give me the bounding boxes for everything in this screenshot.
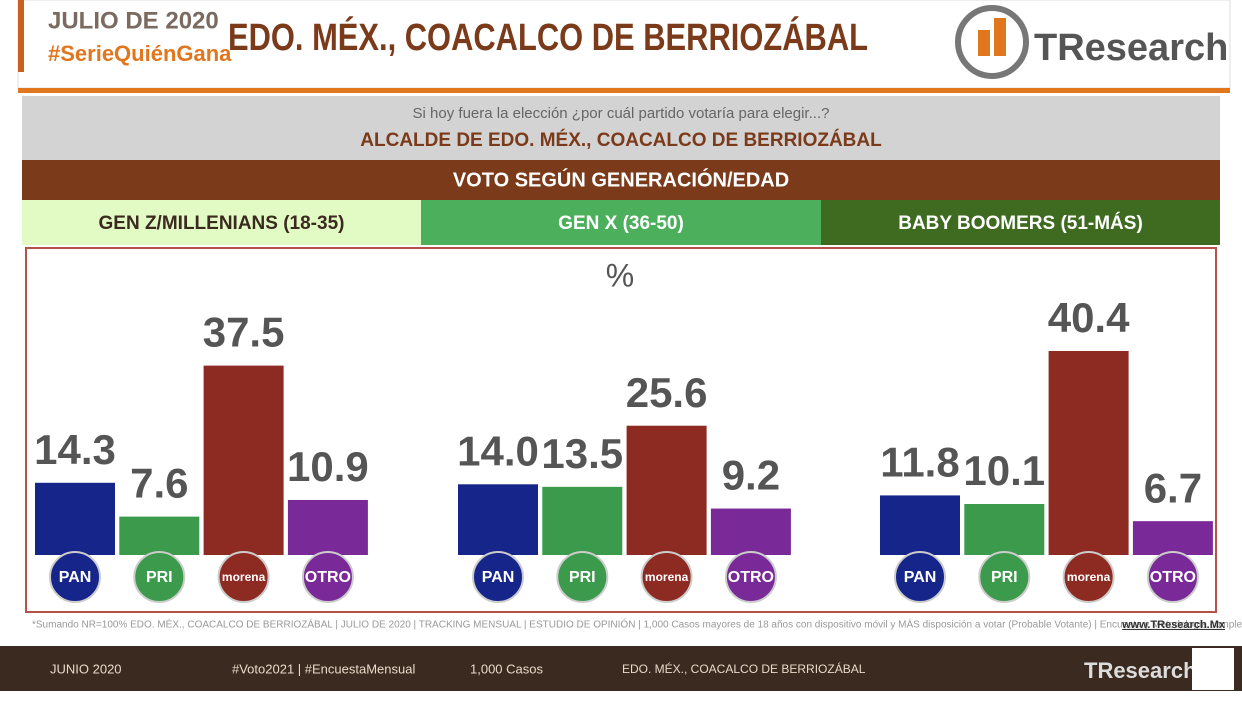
value-label: 10.1	[963, 447, 1045, 494]
party-logo	[978, 551, 1031, 603]
value-label: 14.0	[457, 427, 539, 474]
category-label: morena	[1067, 570, 1111, 584]
group-header	[421, 200, 821, 245]
note: *Sumando NR=100% EDO. MÉX., COACALCO DE …	[32, 618, 1242, 631]
category-label: OTRO	[305, 569, 351, 586]
party-logo	[724, 551, 777, 603]
logo-bar	[978, 30, 990, 56]
unit-label: %	[606, 257, 634, 293]
bar	[203, 365, 284, 555]
header-accent	[18, 0, 24, 72]
group-title: BABY BOOMERS (51-MÁS)	[898, 212, 1143, 234]
bar	[287, 499, 368, 555]
party-logo	[556, 551, 609, 603]
value-label: 37.5	[203, 309, 285, 356]
party-logo	[133, 551, 186, 603]
value-label: 6.7	[1144, 464, 1202, 511]
party-logo	[894, 551, 946, 603]
bar	[710, 508, 791, 555]
category-label: PAN	[904, 569, 937, 586]
group-title: GEN X (36-50)	[558, 213, 684, 234]
category-label: PRI	[569, 569, 596, 586]
value-label: 9.2	[722, 452, 780, 499]
bar	[119, 516, 200, 555]
footer-tags: #Voto2021 | #EncuestaMensual	[232, 661, 415, 676]
party-logo	[1146, 551, 1199, 603]
header-brand: TResearch	[1034, 27, 1228, 69]
party-logo	[1062, 551, 1115, 603]
party-logo	[301, 551, 354, 603]
group-header	[821, 200, 1220, 245]
value-label: 10.9	[287, 443, 369, 490]
logo-ring	[955, 5, 1029, 79]
value-label: 7.6	[130, 460, 188, 507]
header-hashtag: #SerieQuiénGana	[48, 41, 232, 66]
header-title: EDO. MÉX., COACALCO DE BERRIOZÁBAL	[228, 15, 868, 59]
footer-month: JUNIO 2020	[50, 661, 122, 676]
question-band	[22, 96, 1220, 160]
category-label: PRI	[146, 569, 173, 586]
category-label: PAN	[59, 569, 92, 586]
group-title: GEN Z/MILLENIANS (18-35)	[99, 213, 345, 234]
bar	[880, 495, 960, 555]
bar	[1132, 521, 1213, 555]
bar	[626, 425, 707, 555]
category-label: morena	[645, 570, 689, 584]
value-label: 13.5	[541, 430, 623, 477]
value-label: 11.8	[880, 439, 959, 486]
group-header	[22, 200, 421, 245]
qr-code	[1192, 648, 1234, 690]
header-line	[18, 88, 1230, 93]
category-label: PRI	[991, 569, 1018, 586]
header-date: JULIO DE 2020	[48, 7, 219, 34]
bar	[964, 503, 1045, 555]
category-label: morena	[222, 570, 266, 584]
bar	[1048, 350, 1129, 555]
party-logo	[640, 551, 693, 603]
section-band	[22, 160, 1220, 200]
question-office: ALCALDE DE EDO. MÉX., COACALCO DE BERRIO…	[360, 129, 882, 151]
bar	[35, 482, 115, 555]
question-text: Si hoy fuera la elección ¿por cuál parti…	[413, 105, 830, 122]
category-label: OTRO	[1150, 569, 1196, 586]
logo-bar	[994, 18, 1006, 56]
link[interactable]: www.TResearch.Mx	[1121, 619, 1226, 631]
party-logo	[217, 551, 270, 603]
party-logo	[49, 551, 101, 603]
footer-cases: 1,000 Casos	[470, 661, 543, 676]
footer-place: EDO. MÉX., COACALCO DE BERRIOZÁBAL	[622, 661, 866, 676]
bar	[542, 486, 623, 555]
footer	[0, 646, 1242, 691]
party-logo	[472, 551, 524, 603]
value-label: 25.6	[626, 369, 708, 416]
category-label: PAN	[482, 569, 515, 586]
bar	[458, 484, 538, 555]
section-title: VOTO SEGÚN GENERACIÓN/EDAD	[453, 167, 789, 191]
category-label: OTRO	[728, 569, 774, 586]
value-label: 14.3	[34, 426, 116, 473]
value-label: 40.4	[1048, 294, 1130, 341]
footer-brand: TResearch	[1084, 658, 1197, 683]
